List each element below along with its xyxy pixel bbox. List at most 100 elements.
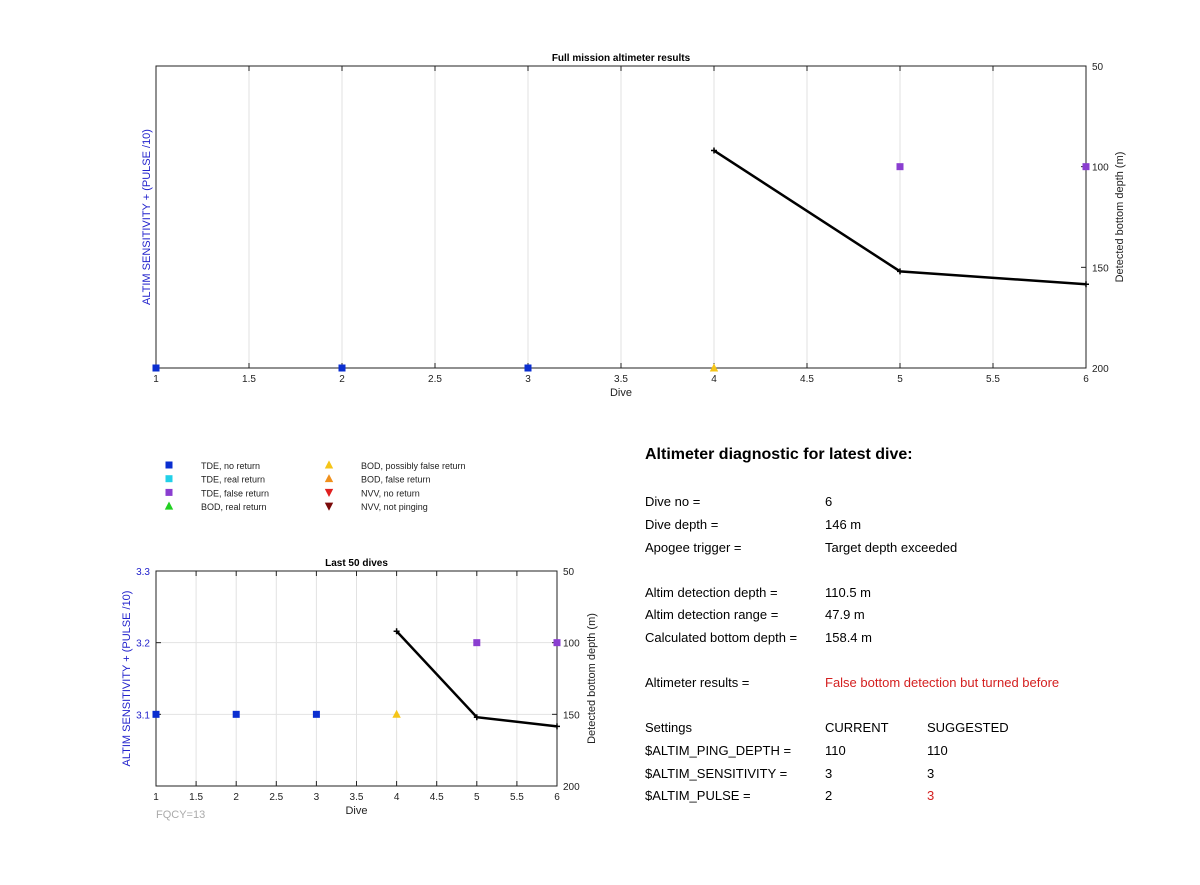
chart-title: Full mission altimeter results	[552, 53, 691, 64]
plot-frame	[155, 65, 1087, 369]
dive-no-value: 6	[825, 494, 833, 509]
y-left-tick-label: 3.3	[136, 567, 150, 578]
x-tick-label: 3	[314, 792, 320, 803]
x-tick-label: 1	[153, 374, 159, 385]
last-50-dives-chart: 1 1.5 2 2.5 3 3.5 4 4.5 5 5.5 6 3.1 3.2 3.3 50 100 150 20…	[121, 558, 598, 821]
x-tick-label: 1	[153, 792, 159, 803]
dive-no-label: Dive no =	[645, 494, 701, 509]
sensitivity-suggested: 3	[927, 766, 935, 781]
triangle-up-icon	[324, 474, 334, 483]
legend-label: BOD, possibly false return	[361, 461, 466, 471]
pulse-label: $ALTIM_PULSE =	[645, 788, 751, 803]
x-tick-label: 4.5	[430, 792, 444, 803]
chart-title: Last 50 dives	[325, 558, 388, 569]
y-left-axis-label: ALTIM SENSITIVITY + (PULSE /10)	[141, 129, 153, 305]
data-marker	[896, 163, 904, 171]
y-right-tick-label: 50	[563, 567, 575, 578]
depth-point	[554, 723, 560, 730]
x-tick-label: 2.5	[428, 374, 442, 385]
bottom-depth-label: Calculated bottom depth =	[645, 630, 798, 645]
data-marker	[392, 709, 401, 718]
y-right-tick-label: 50	[1092, 62, 1104, 73]
legend-label: BOD, real return	[201, 502, 267, 512]
data-marker	[338, 364, 346, 372]
data-marker	[152, 710, 160, 718]
x-tick-label: 2	[233, 792, 239, 803]
detection-range-label: Altim detection range =	[645, 607, 779, 622]
ping-depth-label: $ALTIM_PING_DEPTH =	[645, 743, 792, 758]
y-right-tick-label: 200	[1092, 364, 1109, 375]
x-tick-label: 3.5	[614, 374, 628, 385]
y-right-tick-label: 100	[1092, 163, 1109, 174]
data-marker	[232, 710, 240, 718]
x-tick-label: 5	[474, 792, 480, 803]
x-axis-label: Dive	[345, 805, 367, 817]
y-right-tick-label: 150	[563, 710, 580, 721]
bottom-depth-value: 158.4 m	[825, 630, 872, 645]
data-marker	[553, 639, 561, 647]
x-tick-label: 1.5	[242, 374, 256, 385]
detection-depth-label: Altim detection depth =	[645, 585, 778, 600]
x-tick-label: 5.5	[510, 792, 524, 803]
altimeter-results-value: False bottom detection but turned before	[825, 675, 1060, 690]
x-tick-label: 6	[1083, 374, 1089, 385]
depth-point	[473, 714, 480, 721]
dive-depth-label: Dive depth =	[645, 517, 719, 532]
square-icon	[165, 461, 173, 469]
data-marker	[473, 639, 481, 647]
frequency-footnote: FQCY=13	[156, 809, 205, 821]
data-marker	[524, 364, 532, 372]
x-tick-label: 2	[339, 374, 345, 385]
x-tick-label: 4	[711, 374, 717, 385]
legend-label: TDE, real return	[201, 475, 265, 485]
data-marker	[709, 363, 719, 372]
apogee-trigger-label: Apogee trigger =	[645, 540, 742, 555]
y-right-tick-label: 100	[563, 639, 580, 650]
y-right-tick-label: 200	[563, 782, 580, 793]
apogee-trigger-value: Target depth exceeded	[825, 540, 958, 555]
x-tick-label: 2.5	[269, 792, 283, 803]
triangle-down-icon	[324, 488, 334, 498]
detection-depth-value: 110.5 m	[825, 585, 872, 600]
legend-label: NVV, not pinging	[361, 502, 428, 512]
y-right-tick-label: 150	[1092, 263, 1109, 274]
pulse-current: 2	[825, 788, 833, 803]
data-marker	[1082, 163, 1090, 171]
x-tick-label: 4.5	[800, 374, 814, 385]
altimeter-results-label: Altimeter results =	[645, 675, 750, 690]
depth-point	[711, 147, 717, 154]
sensitivity-label: $ALTIM_SENSITIVITY =	[645, 766, 788, 781]
x-tick-label: 3.5	[350, 792, 364, 803]
depth-point	[393, 628, 400, 635]
y-left-axis-label: ALTIM SENSITIVITY + (PULSE /10)	[121, 591, 133, 767]
x-axis-label: Dive	[610, 387, 632, 399]
square-icon	[165, 488, 173, 496]
full-mission-chart: 1 1.5 2 2.5 3 3.5 4 4.5 5 5.5 6 50 100 150 200 Full mis…	[141, 53, 1126, 399]
x-tick-label: 4	[394, 792, 400, 803]
y-left-tick-label: 3.1	[136, 710, 150, 721]
data-marker	[312, 710, 320, 718]
sensitivity-current: 3	[825, 766, 833, 781]
legend-label: NVV, no return	[361, 488, 420, 498]
x-tick-label: 6	[554, 792, 560, 803]
data-marker	[152, 364, 160, 372]
diagnostic-title: Altimeter diagnostic for latest dive:	[645, 446, 913, 463]
depth-point	[897, 268, 903, 275]
x-tick-label: 3	[525, 374, 531, 385]
legend-label: BOD, false return	[361, 475, 431, 485]
legend-label: TDE, no return	[201, 461, 260, 471]
x-tick-label: 5.5	[986, 374, 1000, 385]
dive-depth-value: 146 m	[825, 517, 862, 532]
triangle-up-icon	[324, 460, 334, 469]
plot-frame	[155, 570, 558, 787]
ping-depth-suggested: 110	[927, 743, 948, 758]
detection-range-value: 47.9 m	[825, 607, 865, 622]
y-right-axis-label: Detected bottom depth (m)	[586, 613, 598, 744]
x-tick-label: 5	[897, 374, 903, 385]
triangle-down-icon	[324, 502, 334, 511]
pulse-suggested: 3	[927, 788, 935, 803]
x-tick-label: 1.5	[189, 792, 203, 803]
suggested-header: SUGGESTED	[927, 720, 1009, 735]
legend-label: TDE, false return	[201, 488, 269, 498]
